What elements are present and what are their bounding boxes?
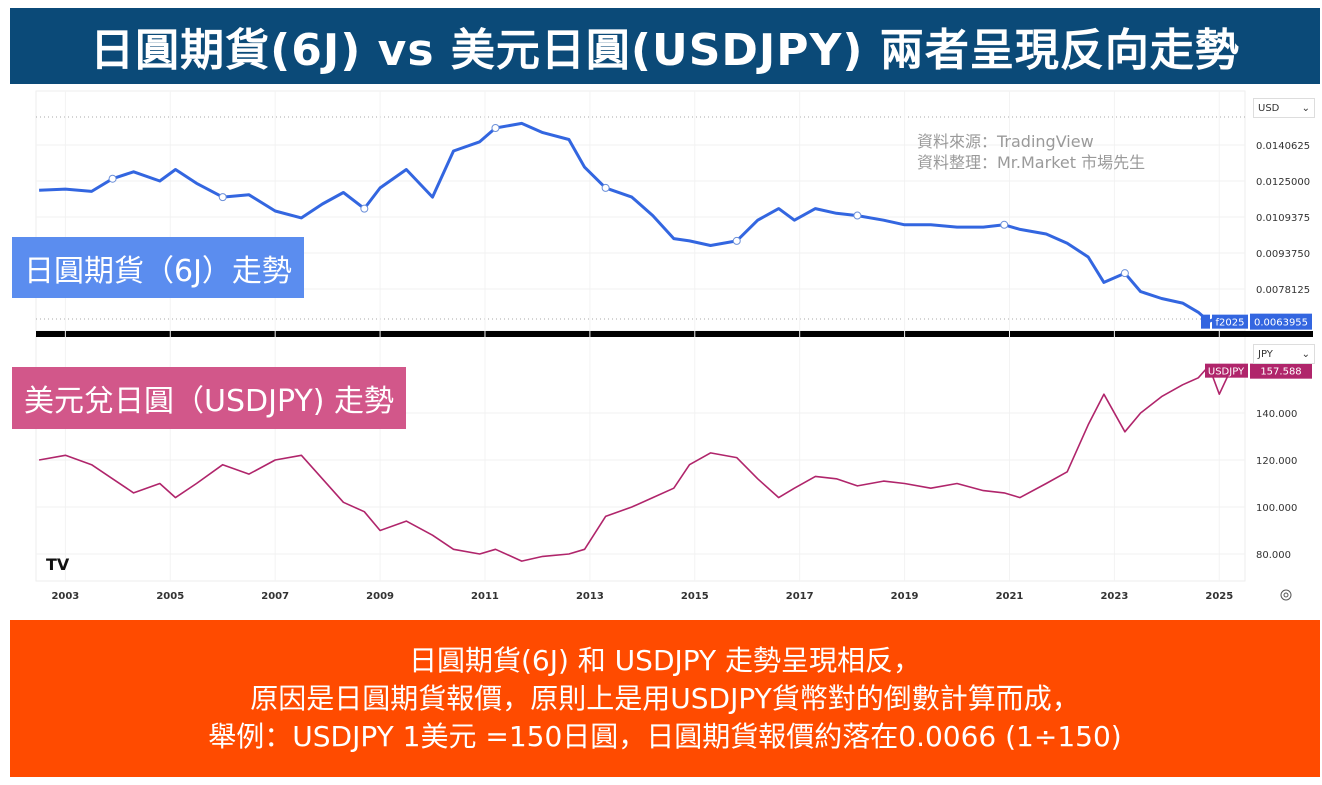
top-currency-value: USD [1258, 103, 1280, 114]
chart-area: 2003 2005 2007 2009 2011 2013 2015 2017 2019 2021… [0, 86, 1322, 611]
x-tick-label: 2015 [681, 591, 709, 602]
roll-marker [491, 124, 500, 133]
settings-icon [1280, 589, 1292, 601]
y-tick-label: 0.0125000 [1256, 177, 1310, 188]
tradingview-logo: TV [46, 555, 70, 574]
y-tick-label: 100.000 [1256, 503, 1297, 514]
x-tick-label: 2023 [1100, 591, 1128, 602]
chevron-down-icon: ⌄ [1301, 349, 1310, 360]
6j-series-line [39, 121, 1231, 323]
settings-icon [1283, 592, 1289, 598]
6j-x-label-box [1212, 314, 1248, 329]
y-tick-label: 0.0109375 [1256, 213, 1310, 224]
roll-marker [360, 204, 369, 213]
6j-last-value: 0.0063955 [1254, 318, 1308, 329]
usdjpy-series-label: USDJPY [1208, 367, 1245, 378]
source-line2: 資料整理：Mr.Market 市場先生 [917, 153, 1146, 172]
roll-marker [218, 193, 227, 202]
usdjpy-last-value: 157.588 [1260, 367, 1301, 378]
bottom-currency-select[interactable]: JPY ⌄ [1253, 344, 1315, 364]
y-tick-label: 80.000 [1256, 550, 1291, 561]
6j-x-label: f2025 [1216, 318, 1245, 329]
x-tick-label: 2017 [786, 591, 814, 602]
6j-last-value-box [1250, 313, 1312, 330]
y-tick-label: 0.0140625 [1256, 141, 1310, 152]
roll-marker [1120, 269, 1129, 278]
roll-marker [108, 174, 117, 183]
x-tick-label: 2021 [996, 591, 1024, 602]
chevron-down-icon: ⌄ [1301, 103, 1310, 114]
x-tick-label: 2007 [261, 591, 289, 602]
usdjpy-series-line [38, 365, 1231, 562]
usdjpy-series-label-box [1205, 363, 1248, 378]
x-tick-label: 2013 [576, 591, 604, 602]
top-currency-select[interactable]: USD ⌄ [1253, 98, 1315, 118]
page-title: 日圓期貨(6J) vs 美元日圓(USDJPY) 兩者呈現反向走勢 [10, 8, 1320, 84]
pane-separator [36, 331, 1313, 337]
y-tick-label: 140.000 [1256, 409, 1297, 420]
6j-flag-marker [1201, 314, 1210, 329]
bottom-currency-value: JPY [1258, 349, 1273, 360]
footer-line1: 日圓期貨(6J) 和 USDJPY 走勢呈現相反， [408, 643, 922, 677]
usdjpy-last-value-box [1250, 363, 1312, 379]
y-tick-label: 0.0078125 [1256, 285, 1310, 296]
x-tick-label: 2009 [366, 591, 394, 602]
label-usdjpy: 美元兌日圓（USDJPY) 走勢 [12, 367, 406, 429]
footer-note: 日圓期貨(6J) 和 USDJPY 走勢呈現相反， 原因是日圓期貨報價，原則上是… [10, 620, 1320, 777]
y-tick-label: 120.000 [1256, 456, 1297, 467]
roll-marker [732, 236, 741, 245]
x-tick-label: 2011 [471, 591, 499, 602]
roll-marker [853, 211, 862, 220]
x-tick-label: 2005 [156, 591, 184, 602]
roll-marker [601, 183, 610, 192]
source-note: 資料來源：TradingView 資料整理：Mr.Market 市場先生 [917, 131, 1145, 173]
label-6j: 日圓期貨（6J）走勢 [12, 237, 304, 298]
x-tick-label: 2019 [891, 591, 919, 602]
footer-line3: 舉例：USDJPY 1美元 =150日圓，日圓期貨報價約落在0.0066 (1÷… [208, 719, 1122, 753]
x-tick-label: 2003 [51, 591, 79, 602]
source-line1: 資料來源：TradingView [917, 132, 1094, 151]
x-tick-label: 2025 [1205, 591, 1233, 602]
footer-line2: 原因是日圓期貨報價，原則上是用USDJPY貨幣對的倒數計算而成， [250, 681, 1080, 715]
roll-marker [1000, 220, 1009, 229]
chart-svg: 2003 2005 2007 2009 2011 2013 2015 2017 2019 2021… [35, 90, 1313, 602]
y-tick-label: 0.0093750 [1256, 249, 1310, 260]
